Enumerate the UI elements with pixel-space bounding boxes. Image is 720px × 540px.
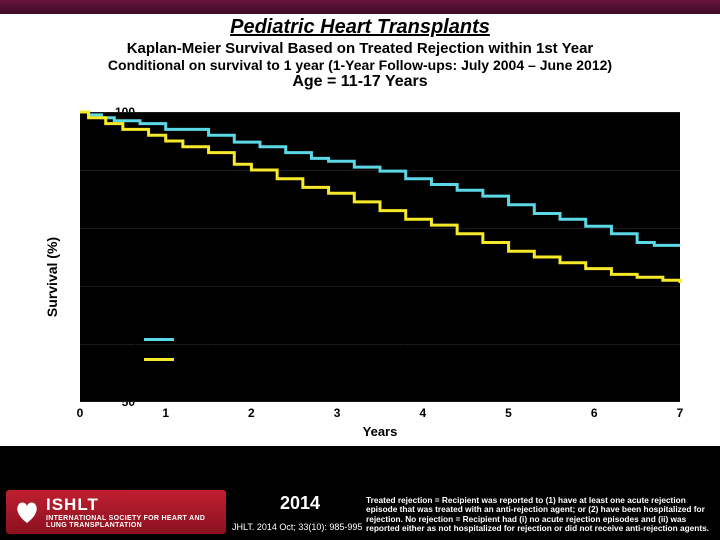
x-tick: 2 xyxy=(248,406,255,420)
logo-primary: ISHLT xyxy=(46,495,226,515)
y-axis-label: Survival (%) xyxy=(44,237,60,317)
subtitle-1: Kaplan-Meier Survival Based on Treated R… xyxy=(0,40,720,57)
logo-text-block: ISHLT INTERNATIONAL SOCIETY FOR HEART AN… xyxy=(46,495,226,529)
subtitle-3: Age = 11-17 Years xyxy=(0,73,720,91)
x-tick: 3 xyxy=(334,406,341,420)
legend-swatch xyxy=(144,338,174,341)
ishlt-logo: ISHLT INTERNATIONAL SOCIETY FOR HEART AN… xyxy=(6,490,226,534)
x-tick: 1 xyxy=(162,406,169,420)
legend-item-no-rejection: No Rejection (N=604) xyxy=(144,333,290,345)
p-value: p = 0. 0163 xyxy=(160,244,226,259)
citation: JHLT. 2014 Oct; 33(10): 985-995 xyxy=(232,522,362,532)
x-tick: 6 xyxy=(591,406,598,420)
heading-block: Pediatric Heart Transplants Kaplan-Meier… xyxy=(0,14,720,91)
logo-secondary: INTERNATIONAL SOCIETY FOR HEART AND LUNG… xyxy=(46,515,226,529)
heart-lung-icon xyxy=(12,497,42,527)
top-banner xyxy=(0,0,720,14)
legend-label: No Rejection (N=604) xyxy=(180,333,290,345)
title: Pediatric Heart Transplants xyxy=(0,16,720,39)
x-tick: 0 xyxy=(77,406,84,420)
x-tick: 4 xyxy=(419,406,426,420)
x-tick: 5 xyxy=(505,406,512,420)
x-axis-label: Years xyxy=(80,424,680,439)
subtitle-2: Conditional on survival to 1 year (1-Yea… xyxy=(0,57,720,73)
footnote: Treated rejection = Recipient was report… xyxy=(366,496,714,534)
slide: Pediatric Heart Transplants Kaplan-Meier… xyxy=(0,0,720,540)
x-tick: 7 xyxy=(677,406,684,420)
legend: No Rejection (N=604) Rejection (N=234) xyxy=(135,324,405,374)
legend-item-rejection: Rejection (N=234) xyxy=(144,353,273,365)
chart: Survival (%) 100 90 80 70 60 50 p = 0. 0… xyxy=(30,112,690,442)
year: 2014 xyxy=(280,493,320,514)
line-no-rejection xyxy=(80,112,680,245)
legend-label: Rejection (N=234) xyxy=(180,353,273,365)
legend-swatch xyxy=(144,358,174,361)
